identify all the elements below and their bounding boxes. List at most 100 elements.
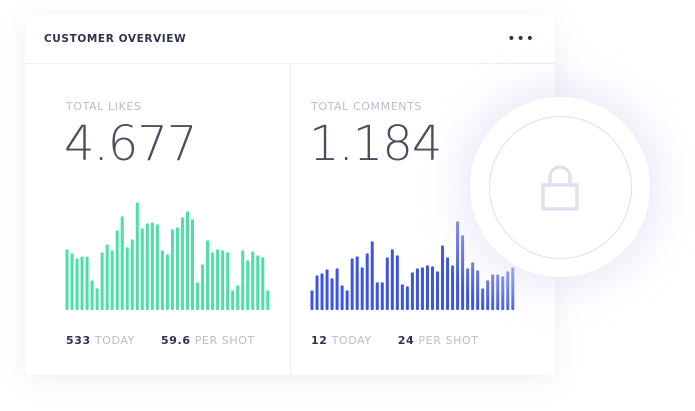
bar — [251, 251, 255, 310]
bar — [120, 216, 124, 310]
bar — [325, 269, 329, 310]
bar — [481, 288, 485, 310]
bar — [130, 239, 134, 310]
bar — [370, 241, 374, 310]
bar — [211, 252, 215, 310]
bar — [266, 290, 270, 310]
bar — [201, 264, 205, 310]
bar — [95, 288, 99, 310]
bar — [456, 221, 460, 310]
bar — [236, 285, 240, 310]
bar — [461, 235, 465, 310]
likes-bar-chart — [65, 202, 270, 310]
bar — [170, 229, 174, 310]
comments-today-value: 12 — [311, 334, 328, 347]
lock-inner-ring — [489, 116, 632, 259]
comments-today-label: TODAY — [331, 334, 372, 347]
comments-label: TOTAL COMMENTS — [311, 100, 422, 113]
likes-panel: TOTAL LIKES 4.677 533 TODAY 59.6 PER SHO… — [25, 64, 290, 375]
bar — [221, 250, 225, 310]
likes-label: TOTAL LIKES — [66, 100, 142, 113]
bar — [160, 250, 164, 310]
bar — [350, 258, 354, 310]
bar — [105, 244, 109, 310]
bar — [165, 254, 169, 310]
bar — [375, 282, 379, 310]
bar — [345, 290, 349, 310]
lock-icon — [541, 165, 579, 211]
bar — [246, 260, 250, 310]
bar — [355, 256, 359, 310]
bar — [400, 284, 404, 310]
bar — [145, 223, 149, 310]
bar — [506, 271, 510, 310]
likes-today-label: TODAY — [94, 334, 135, 347]
bar — [486, 280, 490, 310]
bar — [85, 256, 89, 310]
bar — [430, 266, 434, 310]
bar — [196, 282, 200, 310]
bar — [261, 257, 265, 310]
bar — [80, 256, 84, 310]
bar — [476, 270, 480, 310]
bar — [310, 290, 314, 310]
bar — [231, 290, 235, 310]
bar — [441, 245, 445, 310]
bar — [395, 255, 399, 310]
bar — [140, 228, 144, 310]
bar — [226, 252, 230, 310]
bar — [380, 282, 384, 310]
likes-per-shot-value: 59.6 — [161, 334, 191, 347]
bar — [155, 224, 159, 310]
bar — [496, 274, 500, 310]
bar — [65, 249, 69, 310]
bar — [335, 268, 339, 310]
bar — [466, 268, 470, 310]
bar — [471, 262, 475, 310]
bar — [90, 280, 94, 310]
card-header: CUSTOMER OVERVIEW ••• — [25, 15, 555, 64]
comments-per-shot-label: PER SHOT — [418, 334, 479, 347]
card-title: CUSTOMER OVERVIEW — [44, 33, 187, 45]
bar — [175, 227, 179, 310]
bar — [320, 273, 324, 310]
comments-stats: 12 TODAY 24 PER SHOT — [311, 334, 501, 347]
bar — [100, 252, 104, 310]
bar — [241, 250, 245, 310]
bar — [451, 265, 455, 310]
panel-divider — [290, 64, 291, 375]
likes-value: 4.677 — [64, 116, 197, 172]
bar — [125, 247, 129, 310]
bar — [491, 274, 495, 310]
bar — [436, 271, 439, 310]
bar — [70, 253, 74, 310]
bar — [115, 230, 119, 310]
bar — [415, 268, 419, 310]
more-horizontal-icon[interactable]: ••• — [507, 31, 535, 47]
bar — [206, 240, 210, 310]
bar — [75, 258, 79, 310]
bar — [110, 250, 114, 310]
bar — [150, 222, 154, 310]
bar — [315, 275, 319, 310]
bar — [420, 267, 424, 310]
bar — [216, 249, 220, 310]
bar — [511, 267, 515, 310]
bar — [405, 286, 409, 310]
likes-per-shot-label: PER SHOT — [194, 334, 255, 347]
bar — [365, 253, 369, 310]
likes-stats: 533 TODAY 59.6 PER SHOT — [66, 334, 277, 347]
bar — [446, 257, 450, 310]
bar — [410, 272, 414, 310]
bar — [360, 267, 364, 310]
bar — [330, 278, 334, 310]
bar — [135, 202, 139, 310]
bar — [340, 285, 344, 310]
bar — [256, 255, 260, 310]
bar — [385, 257, 389, 310]
bar — [185, 211, 189, 310]
bar — [390, 249, 394, 310]
lock-badge[interactable] — [470, 97, 650, 277]
bar — [501, 276, 505, 310]
likes-today-value: 533 — [66, 334, 91, 347]
